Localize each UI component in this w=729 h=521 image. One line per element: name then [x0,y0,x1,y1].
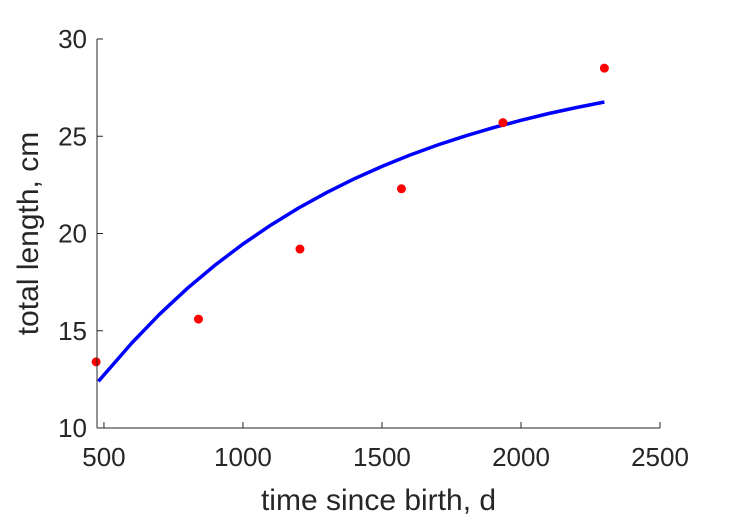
data-point [498,118,508,128]
x-ticks: 500 1000 1500 2000 2500 [82,422,689,472]
y-tick-label: 10 [58,413,87,443]
data-point [193,314,203,324]
y-ticks: 10 15 20 25 30 [58,24,103,443]
x-axis-title: time since birth, d [261,484,496,517]
data-point [599,63,609,73]
y-tick-label: 20 [58,219,87,249]
x-tick-label: 500 [82,442,125,472]
data-point [396,184,406,194]
fit-curve [97,100,605,383]
x-tick-label: 1500 [353,442,411,472]
plot-area [91,63,609,383]
y-tick-label: 30 [58,24,87,54]
axes: 500 1000 1500 2000 2500 10 15 20 25 30 [58,24,689,472]
y-axis-title: total length, cm [12,132,45,335]
y-tick-label: 15 [58,316,87,346]
x-tick-label: 2500 [631,442,689,472]
y-tick-label: 25 [58,121,87,151]
x-tick-label: 1000 [214,442,272,472]
data-point [91,357,101,367]
data-point [295,244,305,254]
x-tick-label: 2000 [492,442,550,472]
